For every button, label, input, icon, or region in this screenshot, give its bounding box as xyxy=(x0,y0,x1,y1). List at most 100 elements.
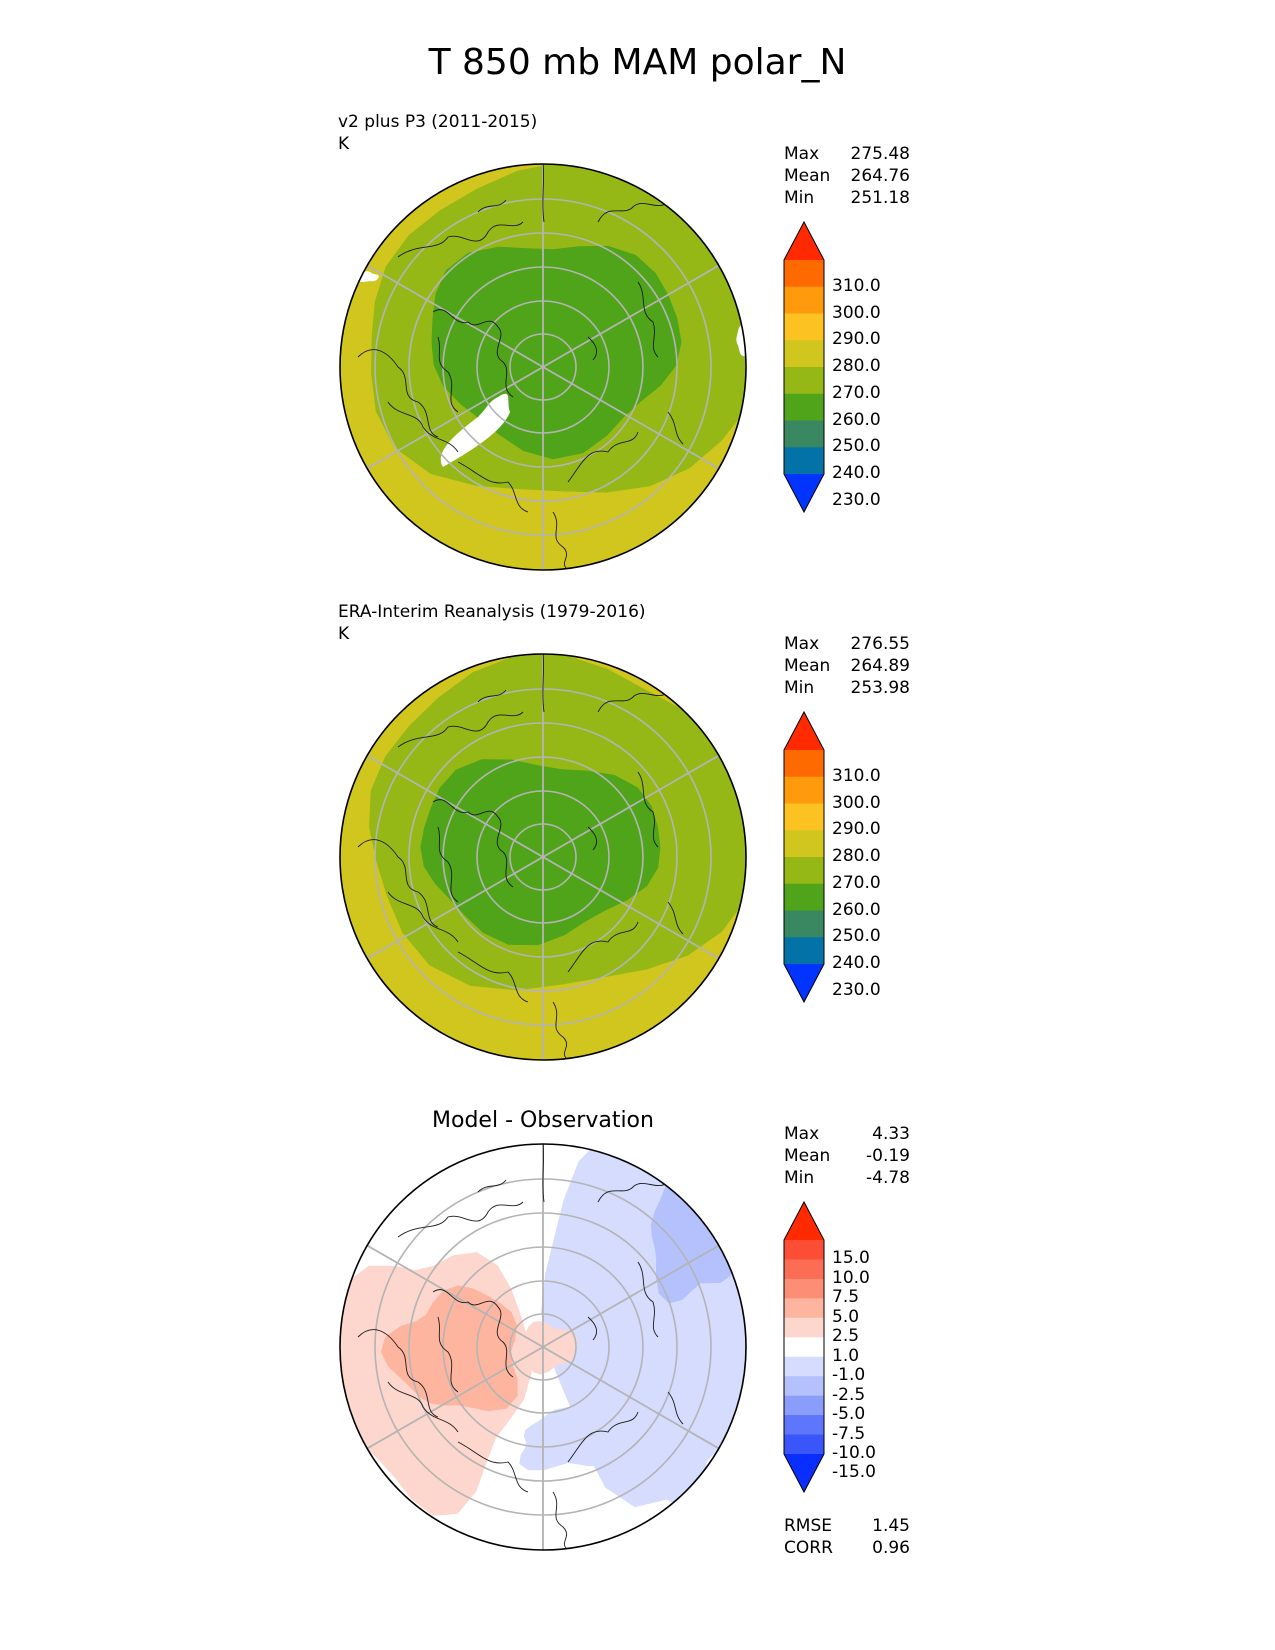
colorbar-segment xyxy=(784,1278,824,1299)
colorbar-segment xyxy=(784,1337,824,1358)
colorbar-segment xyxy=(784,910,824,938)
colorbar-tick-label: -15.0 xyxy=(832,1462,876,1483)
colorbar-tick-label: -1.0 xyxy=(832,1365,866,1386)
panel-3-stats: Max 4.33 Mean -0.19 Min -4.78 xyxy=(784,1123,910,1189)
colorbar-tick-label: 260.0 xyxy=(832,409,881,430)
stat-mean: Mean 264.76 xyxy=(784,166,910,186)
colorbar-segment xyxy=(784,1415,824,1436)
colorbar-tick-label: 2.5 xyxy=(832,1326,860,1347)
field-negative-moderate xyxy=(650,1166,743,1304)
stat-min: Min 253.98 xyxy=(784,678,910,698)
field-250-260 xyxy=(420,759,661,946)
field-missing xyxy=(358,271,379,283)
colorbar-tick-label: 280.0 xyxy=(832,846,881,866)
colorbar-segment xyxy=(784,1376,824,1397)
colorbar-tick-label: 290.0 xyxy=(832,329,881,350)
colorbar-segment xyxy=(784,1317,824,1338)
map-boundary xyxy=(339,653,747,1061)
polar-map-reanalysis xyxy=(339,653,747,1061)
colorbar-segment xyxy=(784,1395,824,1416)
colorbar-segment xyxy=(784,260,824,288)
colorbar-extend-max xyxy=(784,222,824,260)
panel-2-units: K xyxy=(338,624,350,644)
metric-corr: CORR 0.96 xyxy=(784,1538,910,1558)
colorbar-segment xyxy=(784,313,824,341)
field-positive-weak xyxy=(520,1321,578,1375)
colorbar-extend-min xyxy=(784,964,824,1002)
panel-1-stats: Max 275.48 Mean 264.76 Min 251.18 xyxy=(784,143,910,209)
map-boundary xyxy=(339,163,747,571)
coastlines xyxy=(357,654,684,1060)
colorbar-segment xyxy=(784,937,824,965)
colorbar-tick-label: 270.0 xyxy=(832,382,881,403)
colorbar-tick-label: -7.5 xyxy=(832,1423,866,1444)
stat-min: Min -4.78 xyxy=(784,1168,910,1188)
panel-2-title: ERA-Interim Reanalysis (1979-2016) xyxy=(338,602,646,622)
colorbar-extend-max xyxy=(784,1202,824,1240)
colorbar-tick-label: 280.0 xyxy=(832,356,881,376)
colorbar-segment xyxy=(784,776,824,804)
colorbar-tick-label: 240.0 xyxy=(832,463,881,483)
field-negative-weak xyxy=(581,1307,730,1505)
colorbar-extend-max xyxy=(784,712,824,750)
colorbar-tick-label: 250.0 xyxy=(832,436,881,457)
colorbar-tick-label: 310.0 xyxy=(832,275,881,296)
colorbar-segment xyxy=(784,1240,824,1260)
colorbar-segment xyxy=(784,1356,824,1377)
panel-3-metrics: RMSE 1.45 CORR 0.96 xyxy=(784,1515,910,1559)
stat-mean: Mean 264.89 xyxy=(784,656,910,676)
map-boundary xyxy=(339,1143,747,1551)
colorbar-segment xyxy=(784,750,824,778)
panel-1-units: K xyxy=(338,134,350,154)
colorbar-tick-label: 270.0 xyxy=(832,872,881,893)
colorbar-tick-label: 5.0 xyxy=(832,1306,860,1327)
colorbar-reanalysis xyxy=(783,710,825,1004)
colorbar-outline xyxy=(783,710,825,1004)
colorbar-extend-min xyxy=(784,1454,824,1492)
field-missing xyxy=(440,393,510,467)
colorbar-tick-label: 240.0 xyxy=(832,953,881,973)
colorbar-tick-label: 7.5 xyxy=(832,1287,860,1308)
stat-max: Max 4.33 xyxy=(784,1124,910,1144)
colorbar-segment xyxy=(784,883,824,911)
colorbar-segment xyxy=(784,367,824,395)
colorbar-segment xyxy=(784,286,824,314)
polar-map-model xyxy=(339,163,747,571)
colorbar-tick-label: -2.5 xyxy=(832,1384,866,1405)
colorbar-tick-label: -10.0 xyxy=(832,1443,876,1463)
stat-max: Max 276.55 xyxy=(784,634,910,654)
colorbar-tick-label: 1.0 xyxy=(832,1345,860,1366)
colorbar-tick-label: 300.0 xyxy=(832,792,881,813)
colorbar-segment xyxy=(784,1259,824,1280)
colorbar-segment xyxy=(784,1298,824,1319)
colorbar-outline xyxy=(783,1200,825,1494)
colorbar-segment xyxy=(784,830,824,858)
colorbar-segment xyxy=(784,420,824,448)
panel-3-title: Model - Observation xyxy=(432,1108,654,1133)
polar-map-difference xyxy=(339,1143,747,1551)
graticule xyxy=(366,654,720,1060)
panel-1-title: v2 plus P3 (2011-2015) xyxy=(338,112,538,132)
colorbar-segment xyxy=(784,857,824,885)
colorbar-tick-label: 310.0 xyxy=(832,765,881,786)
colorbar-tick-label: 300.0 xyxy=(832,302,881,323)
metric-rmse: RMSE 1.45 xyxy=(784,1516,910,1536)
stat-mean: Mean -0.19 xyxy=(784,1146,910,1166)
stat-max: Max 275.48 xyxy=(784,144,910,164)
colorbar-tick-label: 10.0 xyxy=(832,1267,870,1288)
colorbar-segment xyxy=(784,393,824,421)
colorbar-segment xyxy=(784,1434,824,1455)
graticule xyxy=(366,1144,720,1550)
coastlines xyxy=(357,164,684,570)
field-negative-weak xyxy=(519,1407,626,1471)
colorbar-extend-min xyxy=(784,474,824,512)
colorbar-tick-label: 230.0 xyxy=(832,979,881,1000)
coastlines xyxy=(357,1144,684,1550)
colorbar-tick-label: 15.0 xyxy=(832,1248,870,1269)
colorbar-segment xyxy=(784,340,824,368)
colorbar-segment xyxy=(784,803,824,831)
colorbar-tick-label: -5.0 xyxy=(832,1404,866,1425)
stat-min: Min 251.18 xyxy=(784,188,910,208)
colorbar-tick-label: 260.0 xyxy=(832,899,881,920)
colorbar-outline xyxy=(783,220,825,514)
